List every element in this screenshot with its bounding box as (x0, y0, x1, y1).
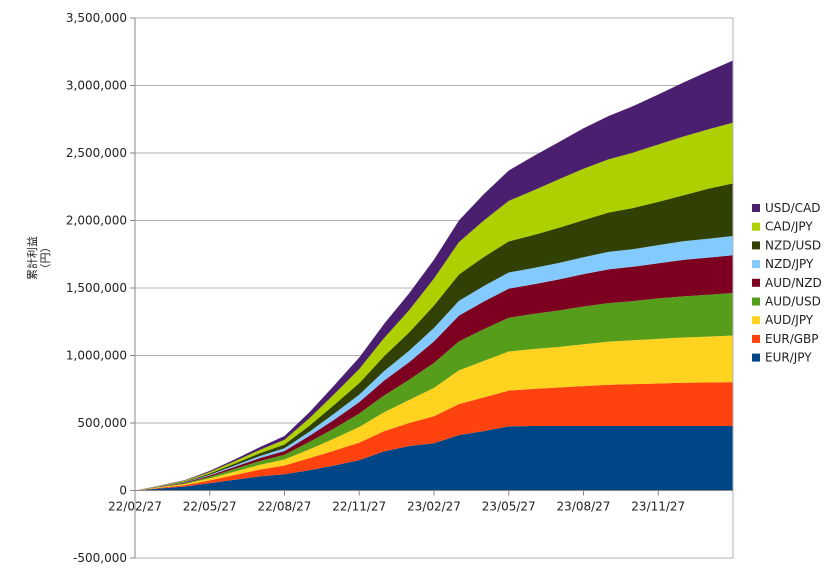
legend-label-cad-jpy: CAD/JPY (765, 220, 813, 234)
y-tick-label-4: 1,500,000 (66, 281, 127, 295)
x-tick-labels: 22/02/27 22/05/27 22/08/27 22/11/27 23/02/27… (108, 490, 685, 514)
legend-swatch-eur-jpy (752, 353, 760, 362)
y-tick-labels: -500,000 0 500,000 1,000,000 1,500,000 2,000,… (66, 11, 135, 565)
legend: USD/CAD CAD/JPY NZD/USD NZD/JPY AUD/NZD AUD/U… (752, 201, 822, 365)
area-usd-cad (135, 60, 733, 491)
legend-swatch-nzd-jpy (752, 260, 760, 269)
legend-label-aud-jpy: AUD/JPY (765, 313, 814, 327)
x-tick-label-1: 22/05/27 (183, 500, 237, 514)
x-tick-label-7: 23/11/27 (631, 500, 685, 514)
legend-swatch-aud-nzd (752, 278, 760, 287)
legend-swatch-cad-jpy (752, 222, 760, 231)
y-tick-label-5: 2,000,000 (66, 214, 127, 228)
x-tick-label-3: 22/11/27 (332, 500, 386, 514)
y-tick-label-6: 2,500,000 (66, 146, 127, 160)
y-tick-label-8: 3,500,000 (66, 11, 127, 25)
y-axis-label: 累計利益（円） (25, 236, 52, 280)
area-aud-jpy (135, 335, 733, 491)
area-cad-jpy (135, 122, 733, 491)
legend-label-eur-gbp: EUR/GBP (765, 332, 819, 346)
area-nzd-usd (135, 183, 733, 491)
legend-swatch-aud-jpy (752, 316, 760, 325)
area-eur-jpy (135, 425, 733, 491)
area-eur-gbp (135, 382, 733, 491)
y-axis-label-line-1: （円） (39, 242, 52, 275)
x-tick-label-2: 22/08/27 (258, 500, 312, 514)
legend-label-nzd-usd: NZD/USD (765, 238, 821, 252)
legend-swatch-usd-cad (752, 204, 760, 212)
y-axis-label-line-0: 累計利益 (25, 236, 39, 280)
legend-swatch-nzd-usd (752, 241, 760, 250)
y-tick-label-7: 3,000,000 (66, 79, 127, 93)
x-tick-label-5: 23/05/27 (482, 500, 536, 514)
legend-label-aud-usd: AUD/USD (765, 295, 821, 309)
x-tick-label-0: 22/02/27 (108, 500, 162, 514)
x-tick-label-4: 23/02/27 (407, 500, 461, 514)
y-tick-label-3: 1,000,000 (66, 349, 127, 363)
x-tick-label-6: 23/08/27 (557, 500, 611, 514)
y-tick-label-0: -500,000 (73, 551, 127, 565)
y-tick-label-2: 500,000 (77, 416, 127, 430)
legend-label-aud-nzd: AUD/NZD (765, 276, 822, 290)
stacked-areas (135, 60, 733, 491)
area-aud-nzd (135, 255, 733, 491)
legend-label-usd-cad: USD/CAD (765, 201, 821, 215)
legend-swatch-eur-gbp (752, 334, 760, 343)
legend-label-eur-jpy: EUR/JPY (765, 351, 812, 365)
y-tick-label-1: 0 (119, 484, 127, 498)
area-aud-usd (135, 292, 733, 491)
legend-label-nzd-jpy: NZD/JPY (765, 257, 814, 271)
legend-swatch-aud-usd (752, 297, 760, 306)
